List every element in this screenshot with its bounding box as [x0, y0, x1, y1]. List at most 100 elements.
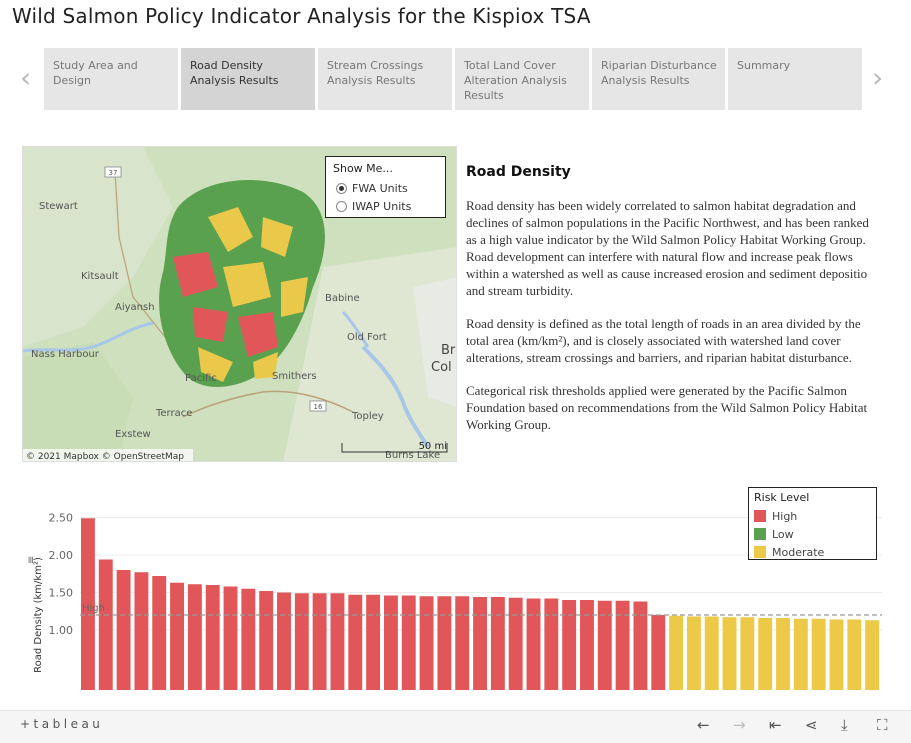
radio-unselected-icon[interactable] — [336, 200, 347, 212]
bar-high — [116, 570, 131, 690]
map-label-exstew: Exstew — [115, 429, 151, 440]
bar-moderate — [776, 618, 790, 690]
show-me-option-label: FWA Units — [352, 181, 408, 195]
bar-high — [348, 594, 363, 690]
fullscreen-icon[interactable]: ⛶ — [877, 716, 888, 734]
bar-high — [98, 559, 113, 690]
article-line: within a watershed as well as cause incr… — [466, 266, 868, 281]
bar-high — [277, 592, 291, 690]
map-label-stewart: Stewart — [39, 201, 78, 212]
article-line: as a high value indicator by the Wild Sa… — [466, 232, 866, 247]
bar-high — [259, 591, 274, 690]
story-prev-icon[interactable]: ‹ — [20, 61, 32, 94]
revert-icon[interactable]: ⇤ — [769, 716, 782, 734]
map-label-kitsault: Kitsault — [81, 271, 119, 282]
map-label-smithers: Smithers — [272, 371, 317, 382]
map-label-nass-harbour: Nass Harbour — [31, 349, 100, 360]
undo-icon[interactable]: ← — [697, 716, 710, 734]
share-icon[interactable]: ⋖ — [805, 716, 818, 734]
legend-swatch-low — [754, 528, 766, 540]
bar-high — [651, 615, 666, 690]
bar-moderate — [704, 616, 719, 690]
show-me-title: Show Me... — [333, 162, 393, 175]
page-title: Wild Salmon Policy Indicator Analysis fo… — [12, 4, 591, 28]
bar-moderate — [793, 618, 808, 690]
article-line: Working Group. — [466, 417, 551, 432]
article-paragraph: Road density is defined as the total len… — [466, 315, 882, 366]
show-me-option-iwap[interactable]: IWAP Units — [333, 197, 438, 215]
article-line: declines of salmon populations in the Pa… — [466, 215, 869, 230]
article-line: Categorical risk thresholds applied were… — [466, 383, 847, 398]
y-axis-label: Road Density (km/km²) — [33, 557, 44, 673]
bar-high — [205, 585, 220, 690]
tab-land-cover[interactable]: Total Land Cover Alteration Analysis Res… — [455, 48, 589, 110]
bar-high — [633, 601, 648, 690]
download-icon[interactable]: ⤓ — [841, 716, 848, 734]
map-label-burns-lake: Burns Lake — [385, 450, 440, 461]
article-body: Road density has been widely correlated … — [466, 197, 882, 437]
map-label-topley: Topley — [351, 411, 384, 422]
tab-stream-crossings[interactable]: Stream Crossings Analysis Results — [318, 48, 452, 110]
bar-moderate — [811, 618, 826, 690]
map-label-columbia: Col — [431, 360, 452, 375]
show-me-filter[interactable]: Show Me... FWA Units IWAP Units — [325, 156, 446, 218]
legend-title: Risk Level — [754, 491, 810, 504]
road-density-map[interactable]: Stewart Kitsault Aiyansh Nass Harbour Te… — [22, 146, 457, 462]
risk-level-legend[interactable]: Risk Level High Low Moderate — [748, 487, 877, 560]
story-next-icon[interactable]: › — [872, 61, 884, 94]
legend-swatch-high — [754, 510, 766, 522]
article-paragraph: Categorical risk thresholds applied were… — [466, 382, 882, 433]
bar-high — [366, 594, 381, 690]
bar-high — [187, 584, 202, 690]
bar-high — [437, 596, 452, 690]
article-heading: Road Density — [466, 164, 571, 180]
map-attribution: © 2021 Mapbox © OpenStreetMap — [26, 452, 184, 462]
article-line: Road density is defined as the total len… — [466, 316, 861, 331]
bar-high — [152, 576, 167, 690]
bar-high — [526, 598, 541, 690]
map-label-aiyansh: Aiyansh — [115, 302, 155, 313]
redo-icon[interactable]: → — [733, 716, 746, 734]
legend-item-high[interactable]: High — [754, 507, 871, 525]
radio-selected-icon[interactable] — [336, 182, 347, 194]
y-tick-label: 2.50 — [49, 512, 74, 525]
article-paragraph: Road density has been widely correlated … — [466, 197, 882, 299]
y-tick-label: 1.50 — [49, 587, 74, 600]
bar-high — [330, 593, 345, 690]
bar-high — [455, 596, 470, 690]
bar-moderate — [669, 615, 684, 690]
tab-riparian[interactable]: Riparian Disturbance Analysis Results — [592, 48, 725, 110]
bar-moderate — [847, 619, 862, 690]
bar-high — [508, 597, 523, 690]
tab-road-density[interactable]: Road Density Analysis Results — [181, 48, 315, 110]
bar-moderate — [758, 618, 773, 690]
tableau-logo[interactable]: +tableau — [20, 717, 104, 731]
bar-moderate — [722, 617, 737, 690]
tab-summary[interactable]: Summary — [728, 48, 862, 110]
bar-high — [223, 586, 238, 690]
map-scale-bar: 50 mi — [419, 441, 447, 452]
legend-item-moderate[interactable]: Moderate — [754, 543, 871, 561]
road-density-bar-chart[interactable]: 2.50 2.00 1.50 1.00 Road Density (km/km²)≡ Hi… — [0, 480, 911, 710]
map-canvas[interactable]: Stewart Kitsault Aiyansh Nass Harbour Te… — [23, 147, 457, 462]
bar-moderate — [740, 617, 755, 690]
show-me-option-label: IWAP Units — [352, 199, 412, 213]
map-label-pacific: Pacific — [185, 373, 217, 384]
legend-label: Moderate — [772, 545, 825, 559]
article-line: Road density has been widely correlated … — [466, 198, 856, 213]
bar-high — [419, 596, 434, 690]
tableau-toolbar: +tableau ← → ⇤ ⋖ ⤓ ⛶ — [0, 710, 911, 743]
reference-line-label: High — [82, 603, 105, 614]
article-line: Foundation based on recommendations from… — [466, 400, 868, 415]
bar-high — [241, 588, 256, 690]
show-me-option-fwa[interactable]: FWA Units — [333, 179, 438, 197]
legend-swatch-moderate — [754, 546, 766, 558]
bar-high — [473, 597, 487, 690]
y-tick-label: 2.00 — [49, 549, 74, 562]
map-label-terrace: Terrace — [155, 408, 192, 419]
sort-icon: ≡ — [26, 556, 37, 564]
map-label-british: Br — [441, 343, 456, 358]
legend-item-low[interactable]: Low — [754, 525, 871, 543]
bar-high — [383, 595, 398, 690]
tab-study-area[interactable]: Study Area and Design — [44, 48, 178, 110]
